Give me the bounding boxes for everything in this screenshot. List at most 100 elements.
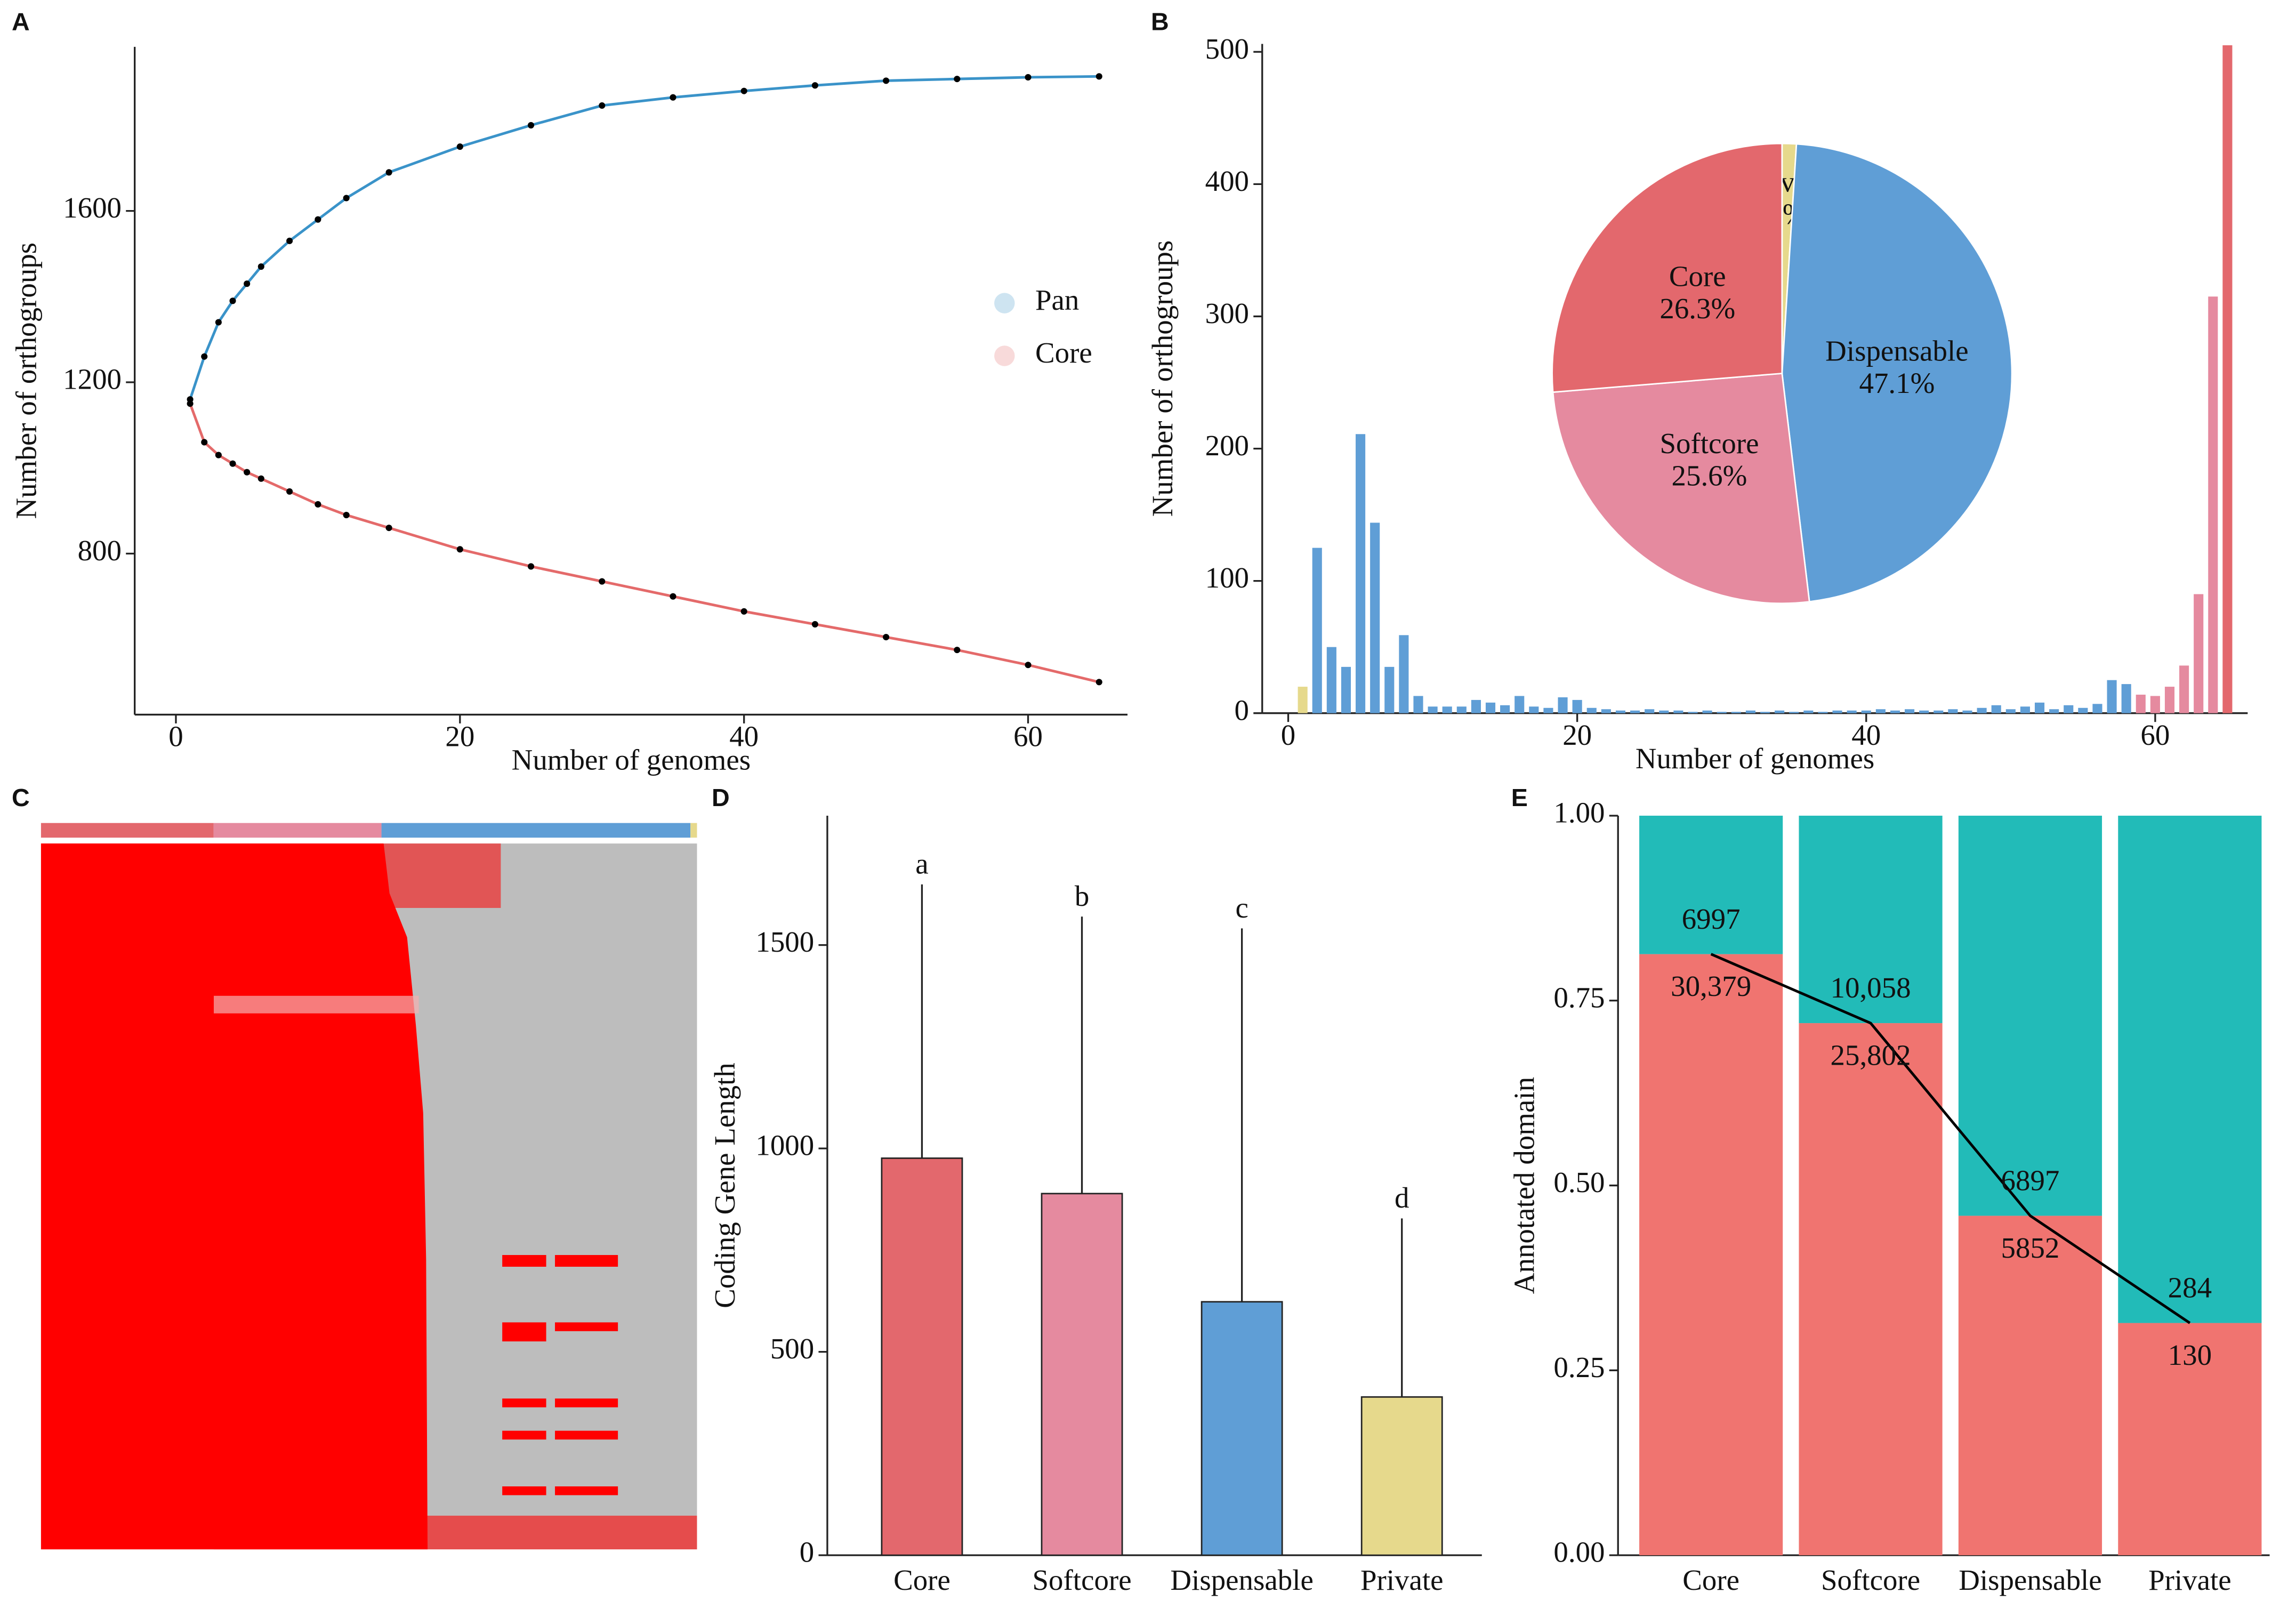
- bar: [881, 1157, 963, 1556]
- group-bar: [381, 823, 691, 838]
- heatmap-block: [555, 1430, 618, 1440]
- x-tick-label: Core: [893, 1564, 950, 1596]
- bar: [1041, 1193, 1123, 1556]
- segment-label: 5852: [2001, 1232, 2060, 1264]
- bar: [1890, 710, 1900, 713]
- y-tick-label: 800: [78, 534, 122, 567]
- mean-point: [1095, 73, 1102, 80]
- bar: [2092, 704, 2102, 713]
- x-tick-label: 0: [168, 720, 183, 753]
- heatmap-block: [502, 1255, 546, 1267]
- mean-point: [343, 512, 350, 519]
- bar: [1745, 710, 1755, 713]
- mean-point: [257, 475, 264, 482]
- segment-label: 25,802: [1831, 1039, 1911, 1072]
- bar: [1919, 710, 1929, 713]
- panel-letter: B: [1151, 7, 1169, 35]
- bar: [1702, 710, 1712, 713]
- bar: [2121, 684, 2131, 713]
- bar: [1948, 709, 1958, 713]
- bar: [1341, 666, 1351, 713]
- y-tick-label: 300: [1205, 297, 1249, 329]
- mean-point: [528, 563, 535, 570]
- pie-value-label: 26.3%: [1659, 292, 1735, 325]
- bar: [1586, 707, 1597, 713]
- mean-point: [229, 297, 236, 304]
- bar: [1298, 687, 1308, 713]
- mean-point: [257, 263, 264, 270]
- mean-point: [215, 452, 222, 458]
- y-tick-label: 1000: [755, 1129, 814, 1162]
- bar: [1905, 709, 1915, 713]
- heatmap-streak: [214, 995, 419, 1013]
- y-tick-label: 0: [1235, 694, 1249, 726]
- y-axis-label: Annotated domain: [1508, 1077, 1541, 1294]
- mean-point: [1025, 74, 1032, 81]
- mean-point: [740, 87, 747, 94]
- x-tick-label: 60: [2140, 719, 2170, 751]
- bar: [1360, 1396, 1443, 1556]
- bar: [1688, 712, 1698, 713]
- bar: [2194, 594, 2204, 713]
- bar: [1601, 709, 1611, 713]
- segment-label: 6897: [2001, 1164, 2060, 1197]
- mean-point: [456, 143, 463, 150]
- bar: [1803, 710, 1814, 713]
- x-tick-label: Core: [1682, 1564, 1739, 1596]
- bar: [1659, 710, 1669, 713]
- x-tick-label: 20: [1562, 719, 1592, 751]
- mean-point: [740, 608, 747, 615]
- bar: [1832, 710, 1842, 713]
- x-axis-label: Number of genomes: [1636, 742, 1874, 775]
- y-axis-label: Number of orthogroups: [1146, 240, 1179, 517]
- mean-point: [670, 94, 676, 101]
- bar-segment: [1799, 1023, 1943, 1556]
- mean-point: [385, 169, 392, 176]
- bar: [1775, 710, 1785, 713]
- mean-point: [456, 546, 463, 553]
- heatmap-block: [502, 1322, 546, 1342]
- mean-point: [883, 77, 890, 84]
- legend-marker: [994, 293, 1015, 313]
- bar: [2020, 706, 2030, 713]
- trend-line: [1710, 953, 2191, 1324]
- y-tick-label: 1500: [755, 926, 814, 958]
- bar: [1572, 699, 1582, 713]
- bar: [1356, 434, 1366, 713]
- y-tick-label: 0.50: [1553, 1166, 1605, 1198]
- bar: [1312, 548, 1322, 713]
- mean-point: [244, 280, 251, 287]
- pie-slice: [1552, 372, 1810, 605]
- bar: [1861, 710, 1871, 713]
- bar: [2064, 705, 2074, 713]
- bar: [1934, 710, 1944, 713]
- bar: [1818, 712, 1828, 713]
- heatmap-block: [502, 1398, 546, 1407]
- bar: [1456, 706, 1467, 713]
- bar: [1485, 702, 1496, 713]
- mean-point: [215, 319, 222, 326]
- bar: [1201, 1301, 1283, 1556]
- mean-point: [201, 439, 208, 446]
- mean-point: [954, 76, 961, 83]
- bar: [1630, 710, 1640, 713]
- bar: [1962, 710, 1972, 713]
- pie-label: Core: [1669, 260, 1726, 293]
- mean-point: [670, 593, 676, 600]
- heatmap-block: [555, 1486, 618, 1495]
- mean-point: [954, 647, 961, 654]
- legend-label: Pan: [1035, 284, 1079, 316]
- mean-point: [201, 353, 208, 360]
- heatmap-block: [555, 1322, 618, 1331]
- significance-letter: a: [915, 848, 928, 880]
- segment-label: 30,379: [1671, 970, 1751, 1002]
- bar: [1428, 706, 1438, 713]
- mean-point: [811, 82, 818, 89]
- y-tick-label: 400: [1205, 165, 1249, 197]
- bar: [1370, 522, 1380, 713]
- y-tick-label: 1600: [63, 191, 122, 224]
- bar-segment: [1958, 815, 2102, 1216]
- bar: [2150, 696, 2160, 713]
- bar: [2049, 709, 2059, 713]
- heatmap-present: [214, 1515, 697, 1550]
